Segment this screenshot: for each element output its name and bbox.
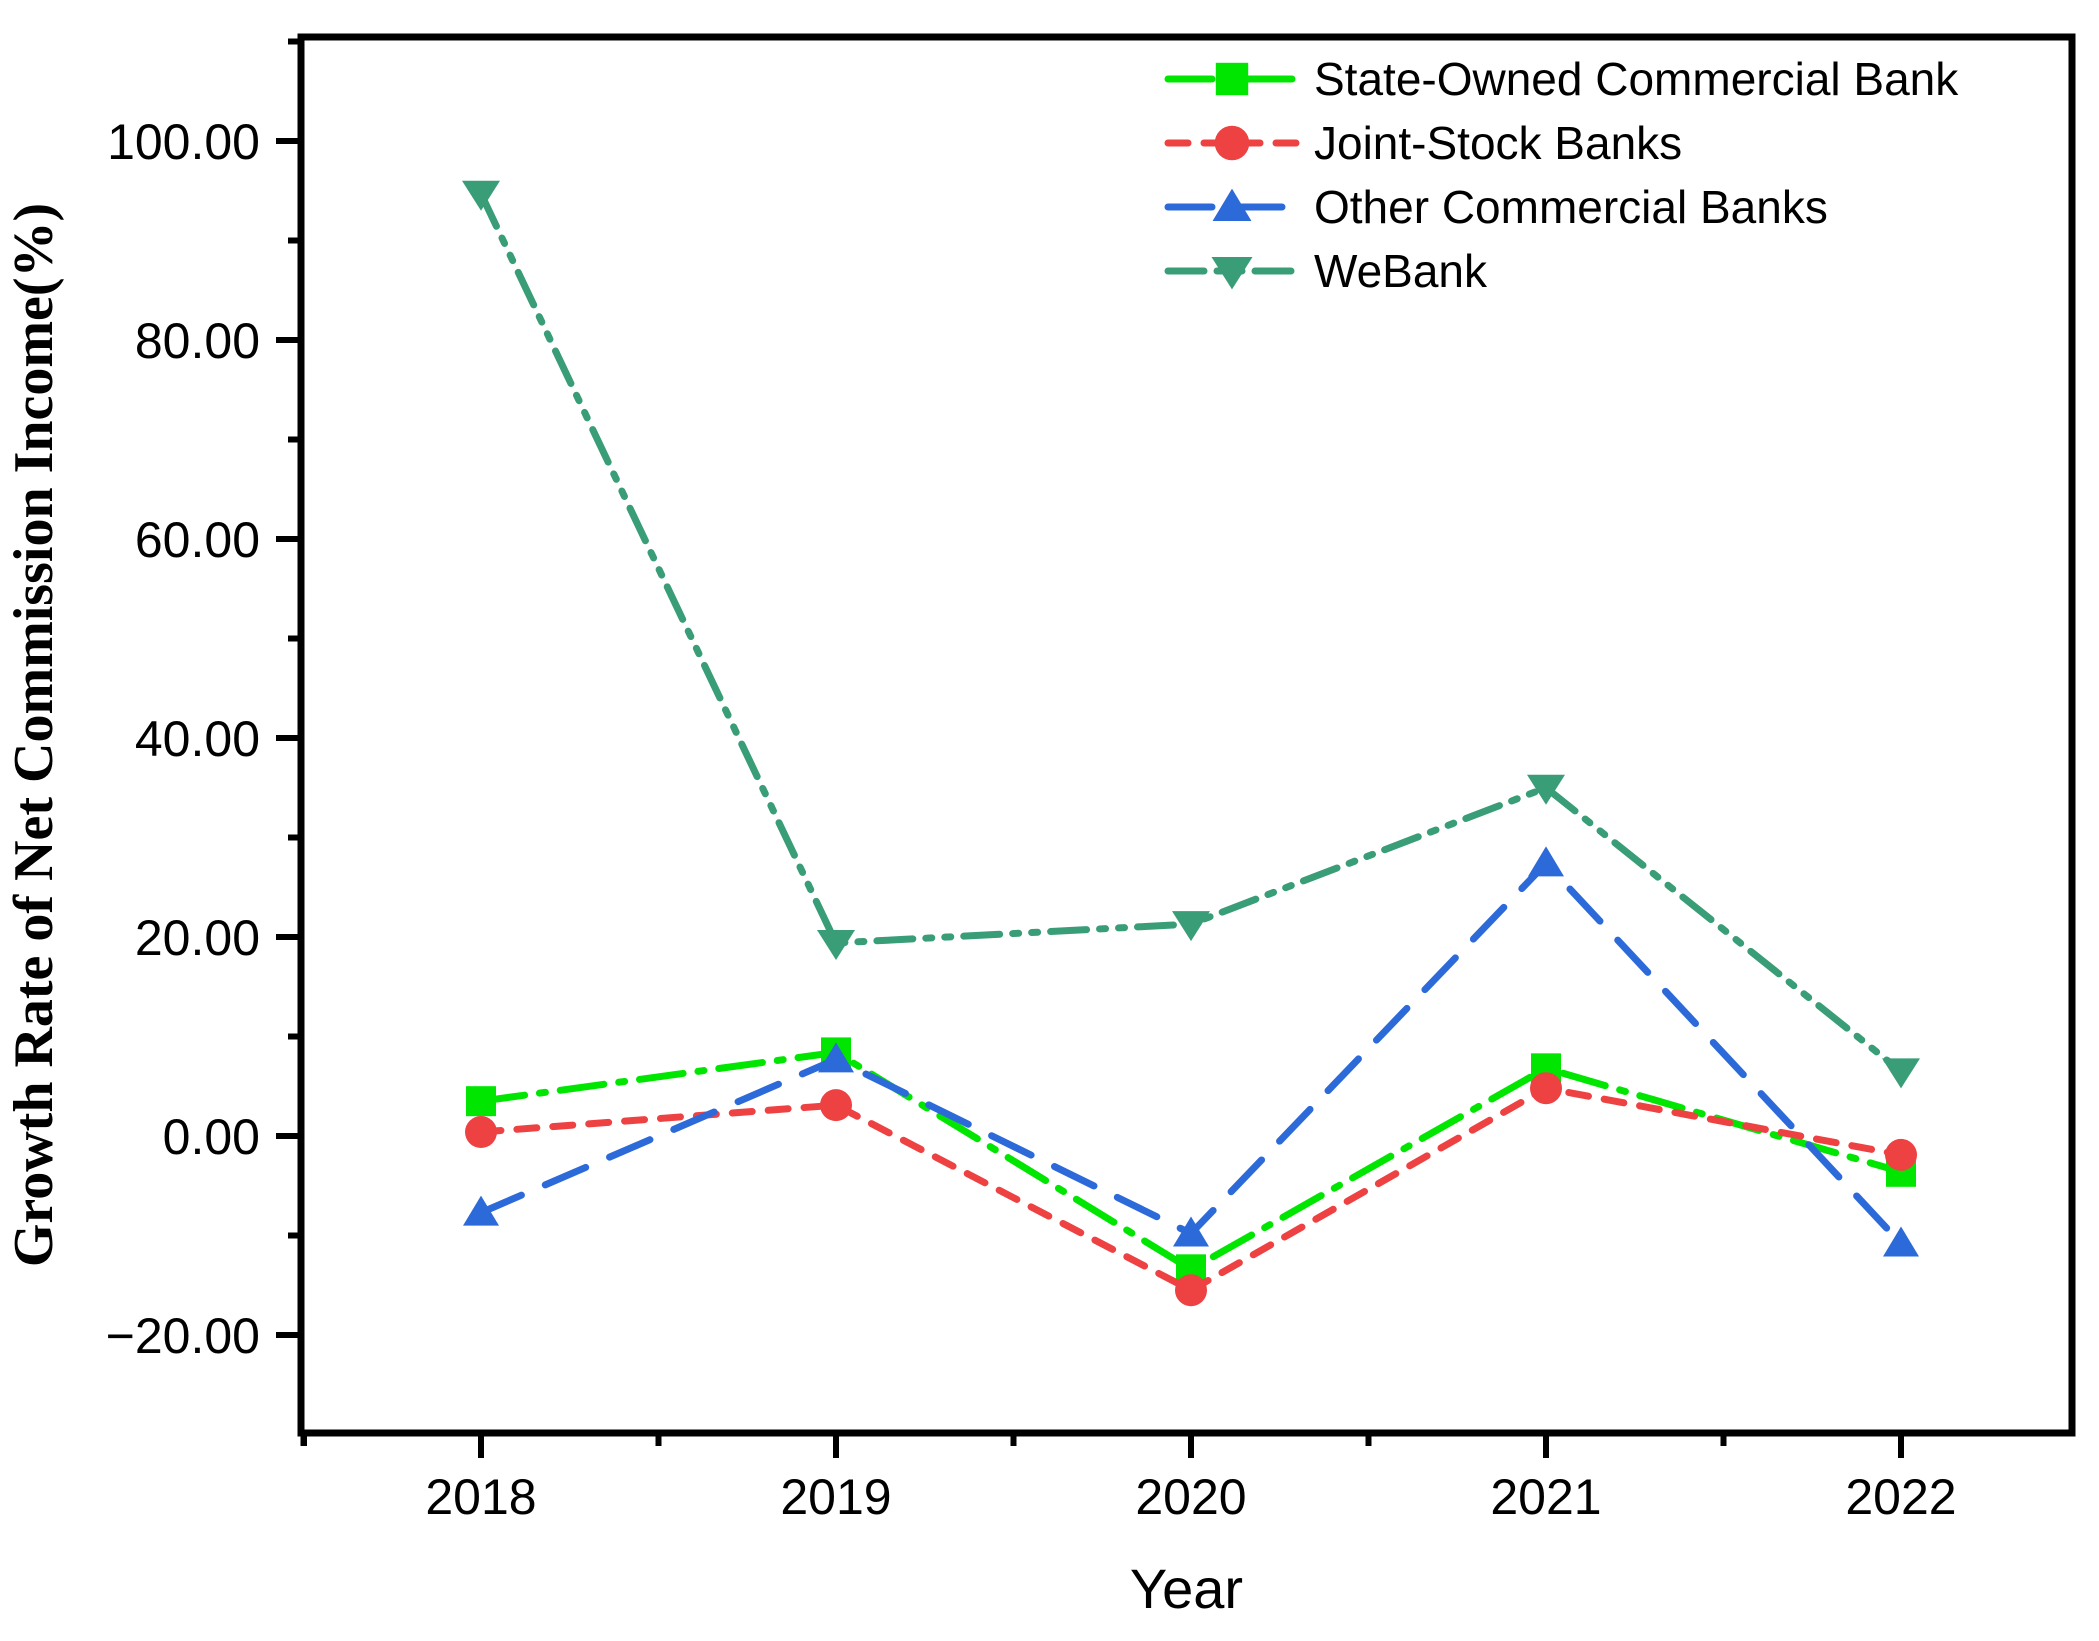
marker-other-commercial-banks — [1883, 1226, 1919, 1257]
marker-webank — [462, 180, 500, 211]
series-joint-stock-banks — [465, 1072, 1917, 1307]
series-line-state-owned-commercial-bank — [477, 1048, 1905, 1274]
legend-label-other-commercial-banks: Other Commercial Banks — [1314, 181, 1828, 233]
legend-item-joint-stock-banks: Joint-Stock Banks — [1164, 117, 1682, 169]
marker-other-commercial-banks — [463, 1195, 499, 1226]
y-tick-label: −20.00 — [106, 1308, 260, 1364]
marker-joint-stock-banks — [1530, 1072, 1562, 1105]
x-tick-label: 2020 — [1135, 1469, 1246, 1525]
legend-marker-joint-stock-banks — [1214, 125, 1250, 161]
y-tick-label: 60.00 — [135, 512, 260, 568]
y-tick-label: 100.00 — [107, 114, 260, 170]
marker-joint-stock-banks — [820, 1089, 852, 1122]
marker-state-owned-commercial-bank — [466, 1086, 496, 1117]
legend-marker-webank — [1211, 256, 1253, 290]
legend-marker-state-owned-commercial-bank — [1215, 62, 1249, 96]
legend-label-joint-stock-banks: Joint-Stock Banks — [1314, 117, 1682, 169]
series-state-owned-commercial-bank — [466, 1037, 1916, 1285]
legend: State-Owned Commercial Bank Joint-Stock B… — [1164, 53, 1959, 297]
y-tick-label: 40.00 — [135, 711, 260, 767]
marker-joint-stock-banks — [465, 1116, 497, 1149]
legend-item-other-commercial-banks: Other Commercial Banks — [1164, 181, 1828, 233]
axes: −20.00 0.00 20.00 40.00 60.00 80.00 100.00 2018… — [106, 38, 1957, 1525]
y-tick-label: 80.00 — [135, 313, 260, 369]
series-other-commercial-banks — [463, 846, 1919, 1257]
marker-joint-stock-banks — [1885, 1138, 1917, 1171]
marker-other-commercial-banks — [818, 1042, 854, 1073]
x-tick-label: 2022 — [1845, 1469, 1956, 1525]
y-tick-label: 0.00 — [163, 1109, 260, 1165]
y-axis-title: Growth Rate of Net Commission Income(%) — [3, 203, 65, 1267]
legend-marker-other-commercial-banks — [1212, 188, 1252, 222]
marker-webank — [817, 929, 855, 960]
legend-item-webank: WeBank — [1164, 245, 1488, 297]
x-tick-label: 2021 — [1490, 1469, 1601, 1525]
x-tick-label: 2018 — [425, 1469, 536, 1525]
marker-webank — [1527, 774, 1565, 805]
marker-webank — [1172, 911, 1210, 942]
plot-border — [297, 33, 2076, 1437]
marker-webank — [1882, 1058, 1920, 1089]
marker-joint-stock-banks — [1175, 1274, 1207, 1307]
legend-label-webank: WeBank — [1314, 245, 1488, 297]
y-tick-label: 20.00 — [135, 910, 260, 966]
series-webank — [462, 180, 1920, 1089]
marker-other-commercial-banks — [1173, 1216, 1209, 1247]
x-axis-title: Year — [1130, 1557, 1243, 1620]
legend-label-state-owned-commercial-bank: State-Owned Commercial Bank — [1314, 53, 1959, 105]
x-tick-label: 2019 — [780, 1469, 891, 1525]
marker-other-commercial-banks — [1528, 846, 1564, 877]
legend-item-state-owned-commercial-bank: State-Owned Commercial Bank — [1164, 53, 1959, 105]
